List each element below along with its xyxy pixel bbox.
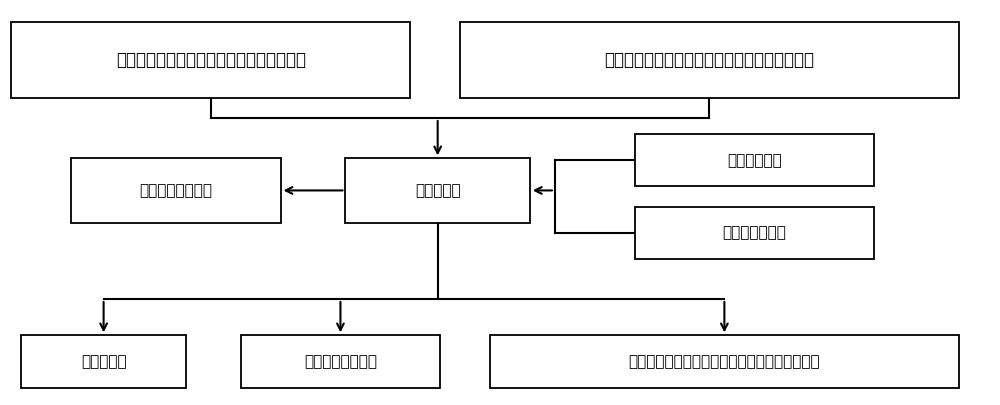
Text: 低温薄层速热梯级绝氧热解系统的滚轮动力系统: 低温薄层速热梯级绝氧热解系统的滚轮动力系统 [629,354,820,369]
Text: 锡浴输送搅拌系统: 锡浴输送搅拌系统 [304,354,377,369]
FancyBboxPatch shape [460,21,959,98]
FancyBboxPatch shape [71,158,281,223]
FancyBboxPatch shape [11,21,410,98]
Text: 废气处理系统: 废气处理系统 [727,153,782,168]
Text: 热解油气辅助间接预热系统配套温度检测器: 热解油气辅助间接预热系统配套温度检测器 [116,51,306,69]
Text: 热解气冷凝系统: 热解气冷凝系统 [722,225,786,240]
FancyBboxPatch shape [635,207,874,259]
Text: 粗破碎粗分选系统: 粗破碎粗分选系统 [139,183,212,198]
FancyBboxPatch shape [21,335,186,388]
Text: 锡浴加热器: 锡浴加热器 [81,354,126,369]
FancyBboxPatch shape [490,335,959,388]
FancyBboxPatch shape [345,158,530,223]
Text: 电器控制器: 电器控制器 [415,183,460,198]
FancyBboxPatch shape [241,335,440,388]
FancyBboxPatch shape [635,134,874,186]
Text: 低温薄层速热梯级绝氧热解系统配套温度检测器: 低温薄层速热梯级绝氧热解系统配套温度检测器 [604,51,814,69]
